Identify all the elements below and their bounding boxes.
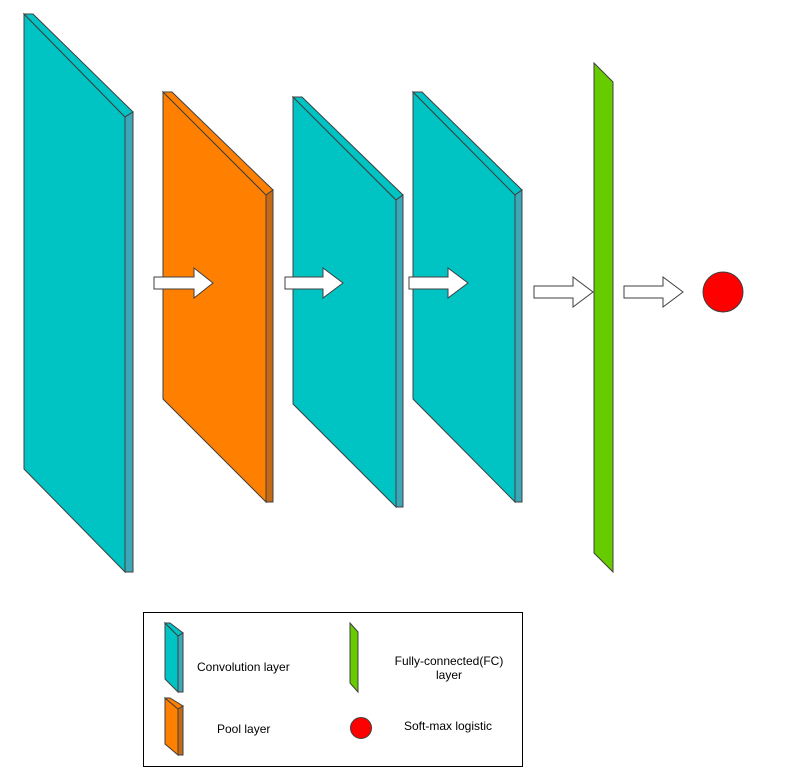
convolution-layer-icon bbox=[164, 622, 184, 694]
arrow-5 bbox=[623, 276, 684, 308]
legend-label-fully-connected-line1: Fully-connected(FC) bbox=[394, 654, 504, 668]
legend-label-fully-connected: Fully-connected(FC) layer bbox=[389, 654, 509, 682]
arrow-1 bbox=[153, 266, 214, 300]
convolution-layer-3 bbox=[411, 90, 523, 504]
legend-label-convolution: Convolution layer bbox=[197, 660, 290, 674]
legend: Convolution layer Pool layer Fully-conne… bbox=[143, 612, 523, 767]
convolution-layer-2 bbox=[291, 95, 404, 509]
pool-layer bbox=[161, 90, 274, 504]
convolution-layer-1 bbox=[22, 12, 134, 574]
arrow-2 bbox=[284, 267, 344, 299]
legend-label-pool: Pool layer bbox=[217, 722, 271, 736]
legend-label-softmax: Soft-max logistic bbox=[404, 719, 493, 733]
softmax-output-circle bbox=[702, 271, 744, 313]
softmax-circle-icon bbox=[350, 717, 372, 739]
fc-layer-icon bbox=[349, 622, 359, 694]
pool-layer-icon bbox=[164, 697, 184, 757]
legend-label-fully-connected-line2: layer bbox=[435, 668, 462, 682]
arrow-4 bbox=[533, 276, 594, 308]
arrow-3 bbox=[408, 267, 469, 299]
fully-connected-layer bbox=[593, 61, 614, 574]
